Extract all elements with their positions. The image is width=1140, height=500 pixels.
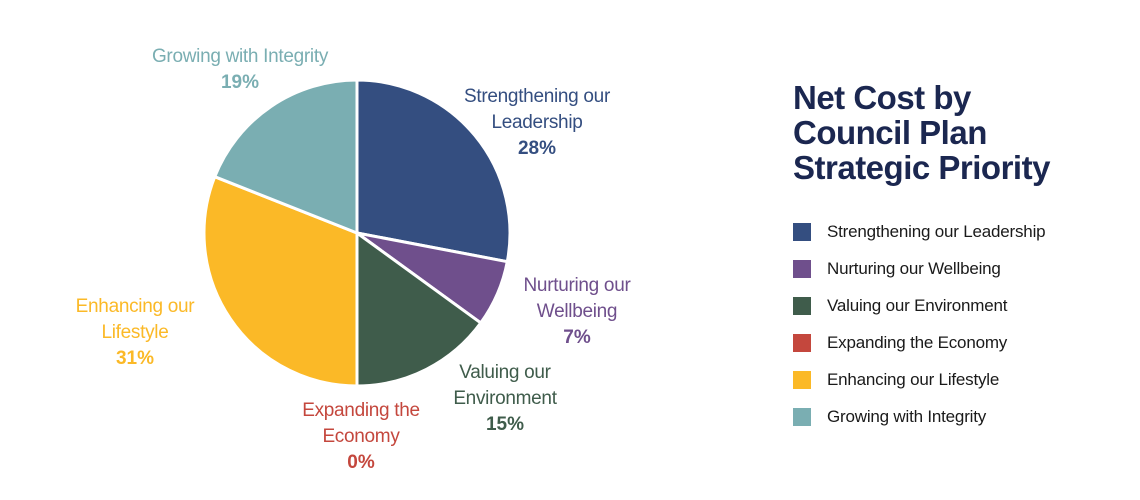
legend-label: Strengthening our Leadership	[827, 221, 1046, 241]
chart-title-line-2: Council Plan	[793, 114, 987, 151]
slice-percent-label: 19%	[221, 72, 259, 93]
slice-label-growing-with-integrity: Growing with Integrity 19%	[152, 46, 329, 93]
legend-label: Growing with Integrity	[827, 406, 987, 426]
legend-item-expanding-economy: Expanding the Economy	[793, 324, 1133, 361]
slice-percent-label: 28%	[518, 138, 556, 159]
slice-percent-label: 7%	[563, 327, 591, 348]
pie-slice-valuing-our-environment	[355, 231, 483, 388]
slice-label-line: Economy	[322, 426, 400, 447]
slice-label-line: Valuing our	[459, 362, 551, 383]
legend-label: Nurturing our Wellbeing	[827, 258, 1001, 278]
chart-title: Net Cost by Council Plan Strategic Prior…	[793, 80, 1123, 185]
legend-item-nurturing-wellbeing: Nurturing our Wellbeing	[793, 250, 1133, 287]
slice-label-line: Leadership	[491, 112, 582, 133]
pie-slices	[202, 78, 512, 388]
slice-label-enhancing-our-lifestyle: Enhancing our Lifestyle 31%	[76, 296, 196, 369]
legend-label: Enhancing our Lifestyle	[827, 369, 1000, 389]
legend-swatch	[793, 333, 811, 352]
slice-label-line: Lifestyle	[101, 322, 168, 343]
legend-item-strengthening-leadership: Strengthening our Leadership	[793, 213, 1133, 250]
legend-item-valuing-environment: Valuing our Environment	[793, 287, 1133, 324]
slice-percent-label: 0%	[347, 452, 375, 473]
chart-title-line-1: Net Cost by	[793, 79, 971, 116]
legend-swatch	[793, 296, 811, 315]
slice-label-line: Environment	[453, 388, 557, 409]
legend-label: Expanding the Economy	[827, 332, 1008, 352]
legend-swatch	[793, 407, 811, 426]
legend-swatch	[793, 370, 811, 389]
slice-percent-label: 31%	[116, 348, 154, 369]
legend-swatch	[793, 222, 811, 241]
pie-slice-strengthening-our-leadership	[355, 78, 512, 264]
slice-label-line: Enhancing our	[76, 296, 196, 317]
slice-label-line: Growing with Integrity	[152, 46, 329, 67]
slice-label-valuing-our-environment: Valuing our Environment 15%	[453, 362, 557, 435]
slice-labels: Strengthening our Leadership 28% Nurturing …	[76, 46, 632, 473]
legend: Strengthening our Leadership Nurturing o…	[793, 213, 1133, 435]
slice-label-line: Strengthening our	[464, 86, 611, 107]
slice-label-line: Expanding the	[302, 400, 420, 421]
slice-label-expanding-the-economy: Expanding the Economy 0%	[302, 400, 420, 473]
legend-item-enhancing-lifestyle: Enhancing our Lifestyle	[793, 361, 1133, 398]
slice-label-nurturing-our-wellbeing: Nurturing our Wellbeing 7%	[524, 275, 632, 348]
pie-slice-growing-with-integrity	[213, 78, 359, 235]
legend-label: Valuing our Environment	[827, 295, 1008, 315]
slice-label-strengthening-our-leadership: Strengthening our Leadership 28%	[464, 86, 611, 159]
pie-chart: Strengthening our Leadership 28% Nurturing …	[76, 46, 632, 473]
pie-slice-enhancing-our-lifestyle	[202, 175, 359, 388]
slice-percent-label: 15%	[486, 414, 524, 435]
chart-title-line-3: Strategic Priority	[793, 149, 1050, 186]
slice-label-line: Wellbeing	[537, 301, 617, 322]
legend-swatch	[793, 259, 811, 278]
legend-item-growing-integrity: Growing with Integrity	[793, 398, 1133, 435]
slice-label-line: Nurturing our	[524, 275, 632, 296]
